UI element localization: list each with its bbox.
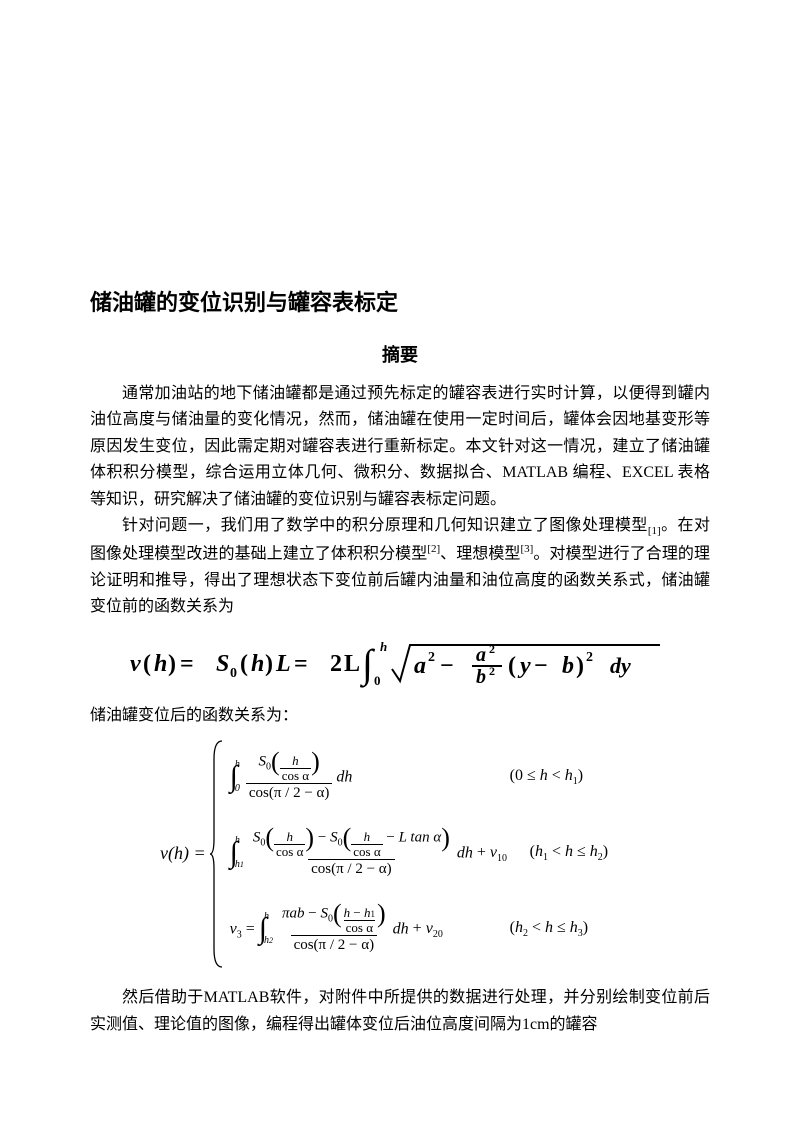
piecewise-case-2: ∫ hh1 S0(hcos α) − S0(hcos α − L tan α) … [230,815,608,891]
formula-piecewise: v(h) = ∫ h0 S0(hcos α) c [160,739,710,967]
case-2-expression: ∫ hh1 S0(hcos α) − S0(hcos α − L tan α) … [230,829,530,878]
svg-text:): ) [168,651,176,677]
svg-text:=: = [294,651,308,677]
svg-text:−: − [534,653,548,679]
svg-text:2: 2 [489,664,495,678]
svg-text:(: ( [240,651,248,677]
svg-text:h: h [251,651,264,677]
svg-text:2: 2 [586,650,593,665]
piecewise-brace [210,739,224,967]
svg-text:(: ( [508,653,516,679]
svg-text:2: 2 [330,651,342,677]
paragraph-3: 储油罐变位后的函数关系为： [90,703,710,729]
case-1-condition: (0 ≤ h < h1) [510,767,583,787]
svg-text:b: b [476,666,486,688]
svg-text:0: 0 [374,673,381,688]
citation-2: [2] [427,543,440,555]
abstract-heading: 摘要 [90,341,710,367]
p2-text-a: 针对问题一，我们用了数学中的积分原理和几何知识建立了图像处理模型 [122,517,648,534]
svg-text:=: = [180,651,194,677]
piecewise-lhs: v(h) = [160,739,210,967]
svg-text:b: b [562,653,574,679]
svg-text:(: ( [143,651,151,677]
svg-text:h: h [154,651,167,677]
svg-text:L: L [275,651,291,677]
citation-3: [3] [520,543,533,555]
formula-1: v ( h ) = S 0 ( h ) L = 2 L ∫ h 0 a [130,633,710,689]
svg-text:h: h [380,639,387,654]
svg-text:): ) [576,653,584,679]
case-2-condition: (h1 < h ≤ h2) [530,843,608,863]
svg-text:y: y [517,653,531,679]
document-title: 储油罐的变位识别与罐容表标定 [90,285,710,317]
svg-text:v: v [130,651,141,677]
case-3-expression: v3 = ∫ hh2 πab − S0(h − h1cos α) cos(π /… [230,905,510,954]
case-2-plus: + v10 [473,844,507,861]
svg-text:a: a [476,644,486,666]
svg-text:dy: dy [610,653,631,678]
svg-text:−: − [440,653,454,679]
paragraph-1: 通常加油站的地下储油罐都是通过预先标定的罐容表进行实时计算，以便得到罐内油位高度… [90,381,710,513]
paragraph-4: 然后借助于MATLAB软件，对附件中所提供的数据进行处理，并分别绘制变位前后实测… [90,985,710,1038]
paragraph-2: 针对问题一，我们用了数学中的积分原理和几何知识建立了图像处理模型[1]。在对图像… [90,513,710,621]
svg-text:S: S [216,651,229,677]
svg-text:L: L [344,651,360,677]
svg-text:a: a [414,653,426,679]
svg-text:): ) [265,651,273,677]
citation-1: [1] [648,525,661,537]
svg-text:2: 2 [489,642,495,656]
document-page: 储油罐的变位识别与罐容表标定 摘要 通常加油站的地下储油罐都是通过预先标定的罐容… [0,0,800,1078]
piecewise-case-1: ∫ h0 S0(hcos α) cos(π / 2 − α) dh (0 ≤ h… [230,739,608,815]
piecewise-case-3: v3 = ∫ hh2 πab − S0(h − h1cos α) cos(π /… [230,891,608,967]
p2-text-c: 、理想模型 [440,546,520,563]
case-1-expression: ∫ h0 S0(hcos α) cos(π / 2 − α) dh [230,753,510,802]
case-3-condition: (h2 < h ≤ h3) [510,919,588,939]
case-3-plus: + v20 [409,920,443,937]
piecewise-cases: ∫ h0 S0(hcos α) cos(π / 2 − α) dh (0 ≤ h… [224,739,608,967]
svg-text:2: 2 [428,650,435,665]
svg-text:0: 0 [230,666,237,681]
